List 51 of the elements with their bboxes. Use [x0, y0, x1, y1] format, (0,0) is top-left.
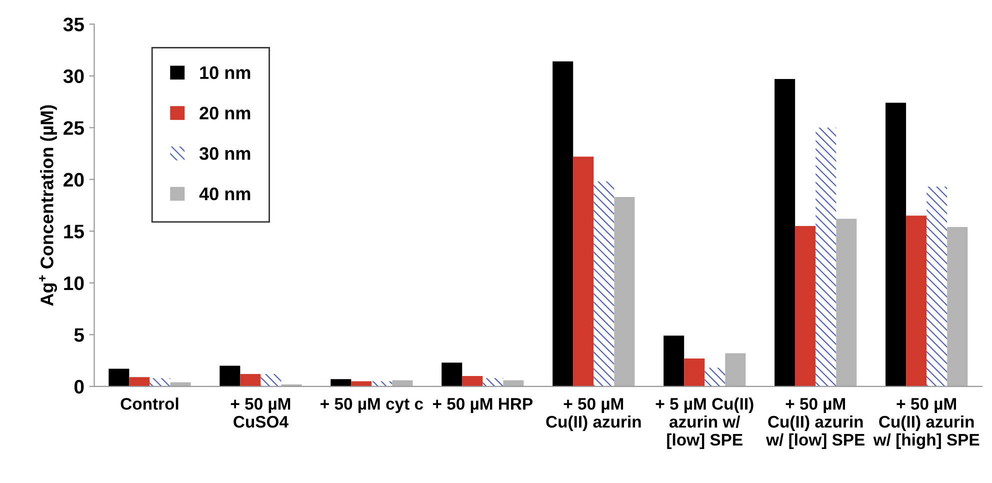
bar	[351, 381, 372, 386]
y-axis-title: Ag$^{+}$ Concentration (µM)	[39, 105, 58, 306]
bar	[573, 156, 594, 386]
x-tick-label: + 50 µM HRP	[432, 398, 533, 414]
bar	[330, 379, 352, 386]
x-tick-label: + 50 µM cyt c	[320, 398, 424, 414]
y-tick-label: 25	[64, 121, 84, 135]
bar	[704, 368, 726, 386]
bar	[552, 61, 574, 386]
x-tick-label: + 50 µM Cu(II) azurin w/ [high] SPE	[873, 398, 980, 450]
bar	[372, 381, 392, 386]
bar	[392, 380, 413, 386]
bar	[462, 376, 483, 386]
legend-label: 30 nm	[199, 147, 250, 160]
y-tick-label: 0	[74, 380, 84, 394]
x-tick-label: Control	[120, 398, 178, 410]
bar	[129, 377, 150, 386]
bar	[926, 186, 948, 386]
bar	[503, 380, 524, 386]
bar	[774, 79, 796, 386]
y-tick-label: 20	[64, 172, 84, 187]
legend-label: 20 nm	[200, 106, 250, 120]
x-tick-label: + 5 µM Cu(II) azurin w/ [low] SPE	[656, 398, 754, 449]
bar	[150, 378, 170, 386]
x-tick-label: + 50 µM Cu(II) azurin	[546, 398, 641, 431]
bar	[725, 353, 746, 386]
bar	[482, 378, 504, 386]
bar	[886, 102, 906, 386]
y-tick-label: 30	[63, 69, 84, 84]
bar	[684, 358, 705, 386]
bar	[108, 368, 130, 386]
bar	[906, 216, 927, 386]
bar	[836, 218, 857, 386]
bar	[816, 128, 836, 386]
y-tick-label: 5	[74, 328, 84, 342]
legend-label: 40 nm	[199, 187, 250, 200]
y-tick-label: 10	[64, 276, 84, 290]
y-tick-label: 35	[63, 18, 84, 32]
bar	[947, 227, 968, 386]
x-tick-label: + 50 µM Cu(II) azurin w/ [low] SPE	[766, 398, 864, 449]
bar	[664, 336, 684, 386]
bar	[614, 196, 635, 386]
bar	[260, 374, 282, 386]
bar	[240, 374, 261, 386]
y-tick-label: 15	[64, 224, 84, 238]
x-tick-label: + 50 µM CuSO4	[230, 398, 290, 428]
bar	[795, 226, 816, 386]
bar	[220, 366, 240, 386]
bar	[442, 362, 462, 386]
bar	[594, 181, 614, 386]
legend-label: 10 nm	[200, 66, 250, 80]
